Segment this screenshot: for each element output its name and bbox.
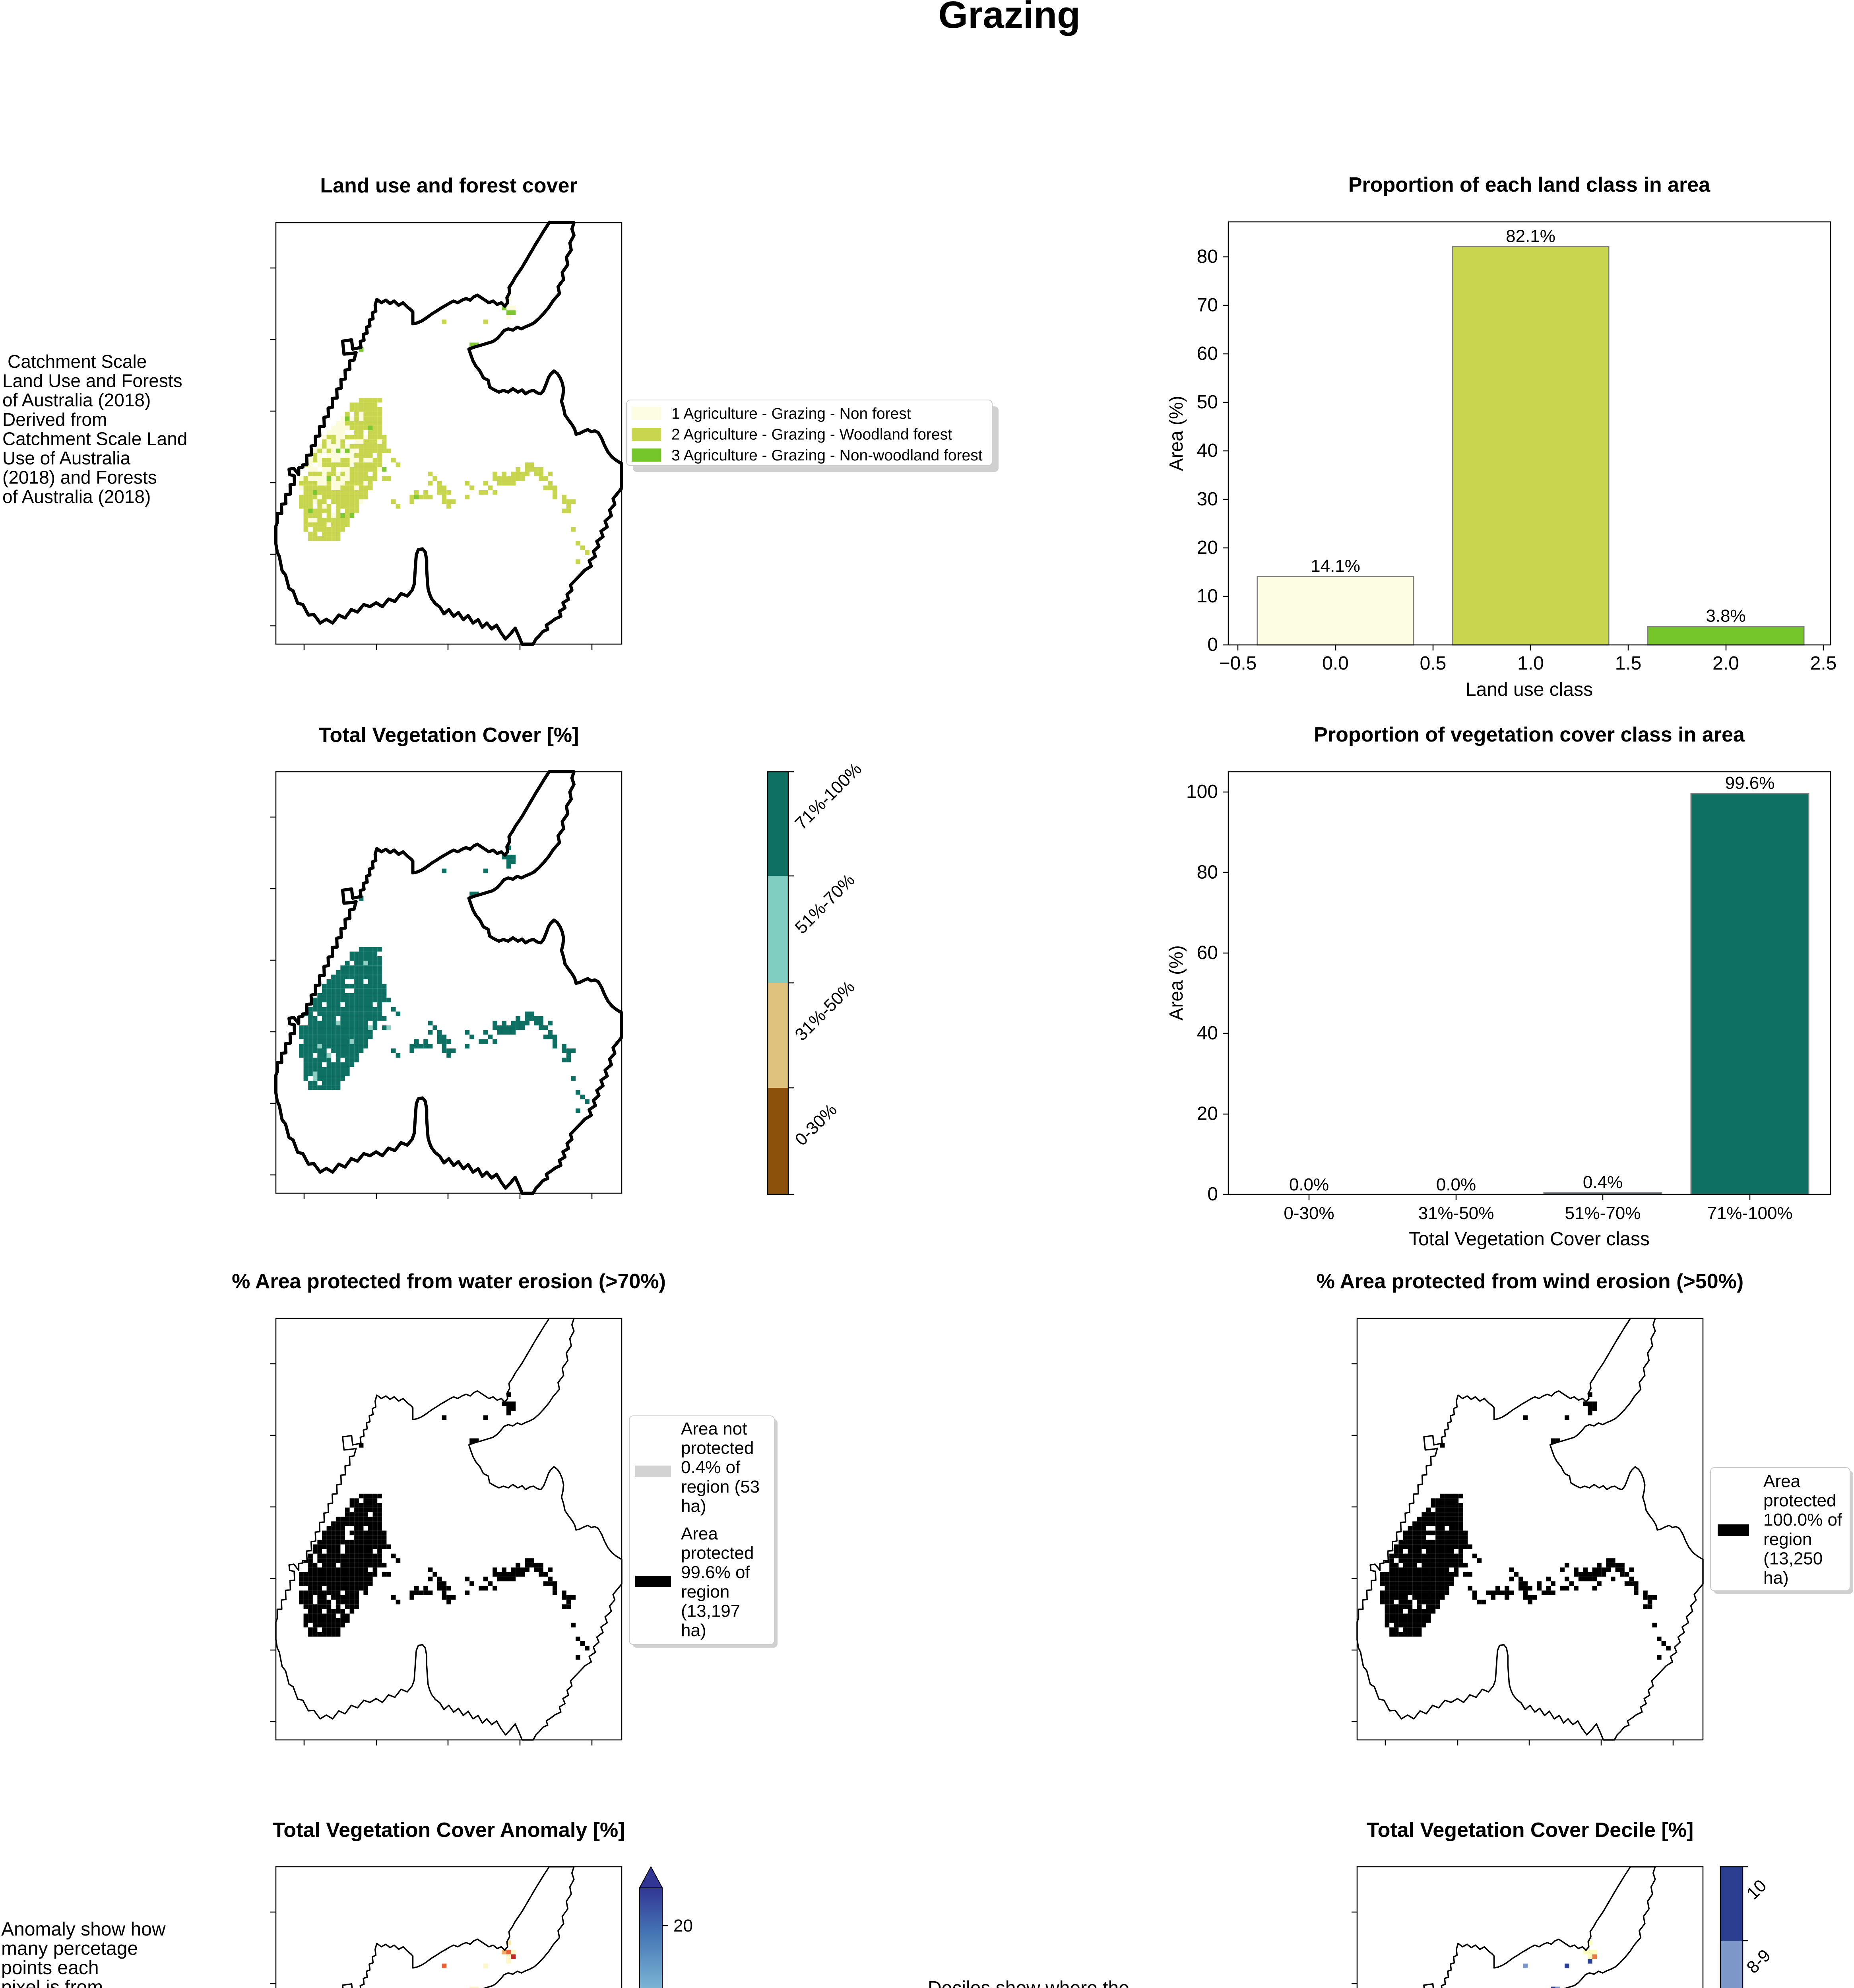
svg-text:Land use class: Land use class: [1466, 679, 1593, 700]
svg-text:100.0% of: 100.0% of: [1763, 1510, 1842, 1530]
svg-text:of Australia (2018): of Australia (2018): [2, 390, 151, 410]
svg-text:71%-100%: 71%-100%: [1707, 1204, 1792, 1223]
svg-text:0.5: 0.5: [1420, 653, 1447, 674]
svg-text:0-30%: 0-30%: [791, 1100, 841, 1149]
svg-text:(13,197: (13,197: [681, 1601, 740, 1621]
svg-text:(13,250: (13,250: [1763, 1549, 1823, 1568]
svg-text:ha): ha): [681, 1621, 706, 1640]
svg-text:3 Agriculture - Grazing - Non-: 3 Agriculture - Grazing - Non-woodland f…: [671, 447, 983, 464]
svg-text:70: 70: [1197, 295, 1218, 316]
svg-text:(2018) and Forests: (2018) and Forests: [2, 467, 157, 488]
svg-text:Catchment Scale: Catchment Scale: [8, 351, 147, 372]
svg-text:40: 40: [1197, 1023, 1218, 1044]
svg-text:1.5: 1.5: [1615, 653, 1642, 674]
svg-text:Total Vegetation Cover class: Total Vegetation Cover class: [1409, 1229, 1650, 1250]
svg-text:Land use and forest cover: Land use and forest cover: [320, 174, 577, 197]
svg-text:0.0: 0.0: [1322, 653, 1349, 674]
svg-text:10: 10: [1743, 1876, 1770, 1903]
svg-text:10: 10: [1197, 586, 1218, 607]
svg-text:region (53: region (53: [681, 1477, 760, 1497]
svg-text:protected: protected: [681, 1439, 754, 1458]
svg-text:2.5: 2.5: [1810, 653, 1837, 674]
svg-text:31%-50%: 31%-50%: [1418, 1204, 1494, 1223]
svg-text:14.1%: 14.1%: [1311, 556, 1360, 576]
svg-text:0.0%: 0.0%: [1436, 1175, 1476, 1194]
svg-text:Area (%): Area (%): [1166, 945, 1187, 1020]
svg-text:2 Agriculture - Grazing - Wood: 2 Agriculture - Grazing - Woodland fores…: [671, 426, 952, 443]
svg-text:% Area protected from wind ero: % Area protected from wind erosion (>50%…: [1317, 1270, 1743, 1293]
svg-text:Area (%): Area (%): [1166, 396, 1187, 471]
svg-text:Use of Australia: Use of Australia: [2, 448, 131, 468]
svg-text:31%-50%: 31%-50%: [791, 977, 859, 1045]
svg-text:Grazing: Grazing: [938, 0, 1080, 36]
svg-text:many percetage: many percetage: [1, 1938, 138, 1959]
svg-text:protected: protected: [1763, 1491, 1836, 1510]
svg-text:Area not: Area not: [681, 1419, 747, 1439]
svg-text:8-9: 8-9: [1743, 1945, 1774, 1977]
svg-text:0.4%: 0.4%: [1583, 1173, 1623, 1192]
svg-text:Anomaly show how: Anomaly show how: [1, 1919, 166, 1940]
svg-text:protected: protected: [681, 1543, 754, 1563]
svg-text:Derived from: Derived from: [2, 409, 107, 430]
svg-text:60: 60: [1197, 942, 1218, 963]
svg-text:Area: Area: [681, 1524, 718, 1543]
svg-text:region: region: [1763, 1530, 1812, 1549]
svg-text:20: 20: [1197, 1103, 1218, 1124]
svg-text:Proportion of each land class: Proportion of each land class in area: [1348, 173, 1710, 196]
svg-text:30: 30: [1197, 489, 1218, 510]
svg-text:Proportion of vegetation cover: Proportion of vegetation cover class in …: [1314, 723, 1745, 746]
svg-text:0.0%: 0.0%: [1289, 1175, 1329, 1194]
svg-text:ha): ha): [681, 1496, 706, 1516]
svg-text:51%-70%: 51%-70%: [791, 870, 859, 938]
svg-text:50: 50: [1197, 392, 1218, 413]
svg-text:40: 40: [1197, 440, 1218, 461]
svg-text:99.6% of: 99.6% of: [681, 1563, 750, 1582]
svg-text:Total Vegetation Cover Decile: Total Vegetation Cover Decile [%]: [1367, 1819, 1694, 1842]
svg-text:ha): ha): [1763, 1568, 1789, 1588]
svg-text:% Area protected from water er: % Area protected from water erosion (>70…: [232, 1270, 666, 1293]
svg-text:20: 20: [1197, 537, 1218, 558]
svg-text:Area: Area: [1763, 1472, 1800, 1491]
svg-text:Catchment Scale Land: Catchment Scale Land: [2, 428, 187, 449]
svg-text:Deciles show where the: Deciles show where the: [928, 1978, 1129, 1988]
svg-text:−0.5: −0.5: [1219, 653, 1257, 674]
svg-text:2.0: 2.0: [1712, 653, 1739, 674]
svg-text:20: 20: [673, 1916, 693, 1936]
svg-text:points each: points each: [1, 1957, 99, 1978]
svg-text:Total Vegetation Cover [%]: Total Vegetation Cover [%]: [319, 724, 579, 747]
svg-text:0: 0: [1207, 1184, 1218, 1205]
svg-text:80: 80: [1197, 246, 1218, 267]
svg-text:1.0: 1.0: [1517, 653, 1544, 674]
svg-text:of Australia (2018): of Australia (2018): [2, 486, 151, 507]
svg-text:region: region: [681, 1582, 729, 1602]
svg-text:Total Vegetation Cover Anomaly: Total Vegetation Cover Anomaly [%]: [272, 1819, 625, 1842]
svg-text:0.4% of: 0.4% of: [681, 1458, 741, 1477]
svg-text:99.6%: 99.6%: [1725, 773, 1775, 793]
svg-text:Land Use and Forests: Land Use and Forests: [2, 371, 182, 391]
svg-text:100: 100: [1186, 781, 1218, 802]
svg-text:0: 0: [1207, 634, 1218, 655]
svg-text:pixel is from: pixel is from: [1, 1977, 103, 1988]
svg-text:3.8%: 3.8%: [1706, 606, 1745, 626]
svg-text:80: 80: [1197, 862, 1218, 883]
svg-text:60: 60: [1197, 343, 1218, 364]
svg-text:51%-70%: 51%-70%: [1565, 1204, 1641, 1223]
svg-text:1 Agriculture - Grazing - Non: 1 Agriculture - Grazing - Non forest: [671, 405, 911, 422]
svg-text:82.1%: 82.1%: [1506, 226, 1555, 246]
svg-text:71%-100%: 71%-100%: [791, 759, 865, 833]
svg-text:0-30%: 0-30%: [1284, 1204, 1334, 1223]
